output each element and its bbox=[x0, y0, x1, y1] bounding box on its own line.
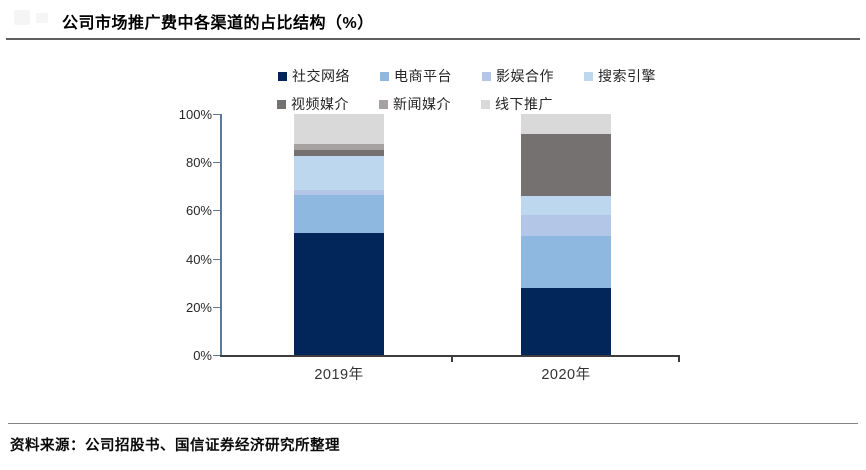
y-axis-line bbox=[220, 114, 222, 356]
watermark bbox=[12, 9, 60, 27]
legend-item-film-entertainment: 影娱合作 bbox=[482, 66, 554, 86]
legend-label: 新闻媒介 bbox=[393, 96, 451, 112]
legend-label: 搜索引擎 bbox=[598, 68, 656, 84]
legend-label: 社交网络 bbox=[292, 68, 350, 84]
title-divider bbox=[6, 38, 860, 40]
legend-swatch-offline-promotion bbox=[481, 99, 490, 109]
bar-segment-search-engine bbox=[521, 195, 611, 216]
legend-row-2: 视频媒介 新闻媒介 线下推广 bbox=[277, 94, 583, 114]
bar-segment-social-network bbox=[521, 287, 611, 355]
x-category-label-2019: 2019年 bbox=[314, 367, 364, 383]
x-axis-tick bbox=[451, 357, 453, 362]
x-axis-tick bbox=[678, 357, 680, 362]
legend-item-offline-promotion: 线下推广 bbox=[481, 94, 553, 114]
y-tick-mark bbox=[213, 210, 221, 212]
legend-label: 视频媒介 bbox=[291, 96, 349, 112]
bar-segment-film-entertainment bbox=[521, 215, 611, 236]
y-tick-label: 0% bbox=[193, 348, 212, 363]
legend-swatch-film-entertainment bbox=[482, 71, 491, 81]
legend-item-video-media: 视频媒介 bbox=[277, 94, 349, 114]
bar-segment-video-media bbox=[294, 150, 384, 157]
bar-segment-film-entertainment bbox=[294, 189, 384, 195]
page-title: 公司市场推广费中各渠道的占比结构（%） bbox=[62, 15, 374, 32]
bar-segment-social-network bbox=[294, 233, 384, 355]
bar-segment-ecommerce-platform bbox=[521, 235, 611, 288]
legend-label: 电商平台 bbox=[394, 68, 452, 84]
bar-segment-offline-promotion bbox=[294, 114, 384, 145]
y-tick-label: 20% bbox=[185, 299, 212, 315]
legend-swatch-search-engine bbox=[584, 71, 593, 81]
legend-item-ecommerce-platform: 电商平台 bbox=[380, 66, 452, 86]
stacked-bar-2019 bbox=[294, 114, 384, 355]
legend-swatch-social-network bbox=[278, 71, 287, 81]
x-category-label-2020: 2020年 bbox=[541, 367, 591, 383]
y-tick-mark bbox=[213, 258, 221, 260]
legend-item-search-engine: 搜索引擎 bbox=[584, 66, 656, 86]
bar-segment-search-engine bbox=[294, 156, 384, 190]
bar-segment-offline-promotion bbox=[521, 114, 611, 135]
bar-segment-ecommerce-platform bbox=[294, 194, 384, 234]
legend-swatch-ecommerce-platform bbox=[380, 71, 389, 81]
y-tick-label: 100% bbox=[178, 107, 212, 122]
y-tick-mark bbox=[213, 114, 221, 115]
legend-swatch-video-media bbox=[277, 99, 286, 109]
legend-label: 线下推广 bbox=[495, 96, 553, 112]
y-tick-mark bbox=[213, 306, 221, 308]
source-note: 资料来源：公司招股书、国信证券经济研究所整理 bbox=[10, 438, 340, 454]
x-axis-line bbox=[220, 355, 680, 357]
bar-segment-news-media bbox=[294, 144, 384, 151]
legend-label: 影娱合作 bbox=[496, 68, 554, 84]
bar-segment-video-media bbox=[521, 134, 611, 196]
y-tick-mark bbox=[213, 162, 221, 164]
footer-divider bbox=[8, 423, 858, 424]
legend-item-news-media: 新闻媒介 bbox=[379, 94, 451, 114]
legend-row-1: 社交网络 电商平台 影娱合作 搜索引擎 bbox=[278, 66, 686, 86]
y-tick-label: 40% bbox=[185, 251, 212, 267]
legend-swatch-news-media bbox=[379, 99, 388, 109]
y-tick-label: 60% bbox=[185, 203, 212, 219]
legend-item-social-network: 社交网络 bbox=[278, 66, 350, 86]
y-tick-label: 80% bbox=[185, 155, 212, 171]
y-tick-mark bbox=[213, 355, 221, 356]
stacked-bar-2020 bbox=[521, 114, 611, 355]
